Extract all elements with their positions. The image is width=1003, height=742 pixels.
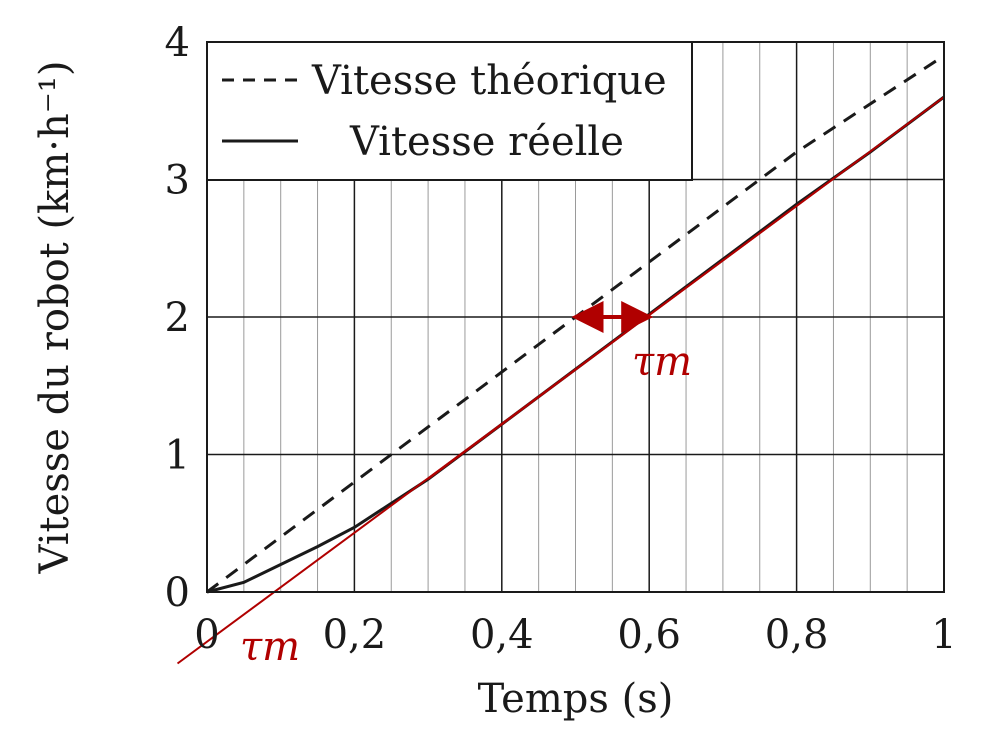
- y-tick-label: 4: [165, 20, 190, 66]
- legend-label-theoretical: Vitesse théorique: [311, 58, 667, 104]
- x-tick-label: 0,4: [470, 612, 534, 658]
- x-tick-label: 0: [194, 612, 219, 658]
- x-tick-label: 0,8: [765, 612, 829, 658]
- x-tick-label: 0,2: [323, 612, 387, 658]
- tau-m-delay-label: τm: [632, 339, 692, 385]
- legend-label-real: Vitesse réelle: [349, 119, 624, 165]
- legend: Vitesse théorique Vitesse réelle: [206, 41, 693, 181]
- y-tick-label: 1: [165, 433, 190, 479]
- tau-m-origin-label: τm: [240, 624, 300, 670]
- legend-box: [206, 41, 693, 181]
- y-tick-label: 0: [165, 570, 190, 616]
- annotation-layer: [176, 96, 945, 665]
- tangent-overlay: [427, 96, 945, 480]
- y-tick-label: 2: [165, 295, 190, 341]
- x-tick-label: 0,6: [617, 612, 681, 658]
- y-tick-label: 3: [165, 158, 190, 204]
- y-axis-title: Vitesse du robot (km·h⁻¹): [32, 61, 78, 575]
- x-tick-label: 1: [931, 612, 956, 658]
- x-axis-title: Temps (s): [478, 676, 674, 722]
- tick-labels: 0 0,2 0,4 0,6 0,8 1 0 1 2 3 4: [165, 20, 957, 658]
